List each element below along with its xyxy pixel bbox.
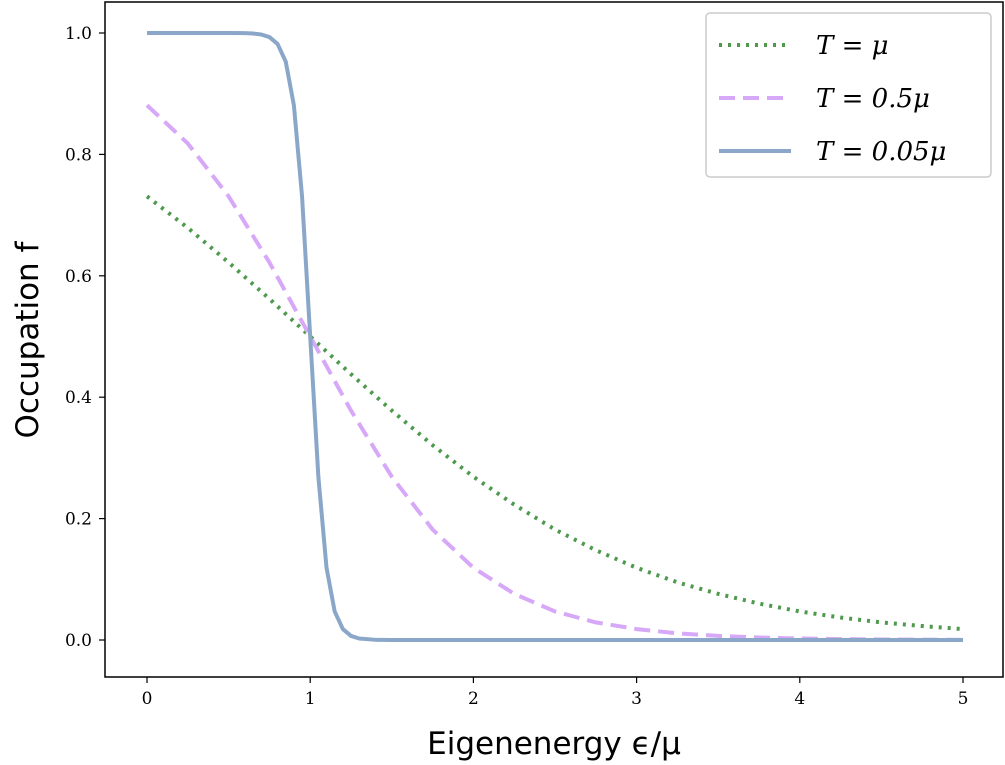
y-tick-label: 0.6 [65,267,92,287]
legend-label-2: T = 0.05μ [816,137,946,167]
legend-label-0: T = μ [816,31,889,61]
series-line-1 [145,103,964,642]
y-tick-label: 0.0 [65,631,92,651]
legend-label-1: T = 0.5μ [816,84,930,114]
legend: T = μ T = 0.5μ T = 0.05μ [705,12,992,178]
x-tick-label: 3 [631,689,642,709]
plot-frame [104,1,1004,678]
y-tick-label: 1.0 [65,24,92,44]
plot-area [145,31,964,642]
x-tick-label: 2 [468,689,479,709]
x-axis-label: Eigenenergy ϵ/μ [427,726,681,762]
x-tick-label: 1 [305,689,316,709]
x-tick-label: 5 [958,689,969,709]
y-tick-label: 0.4 [65,388,92,408]
x-tick-label: 4 [794,689,805,709]
x-tick-label: 0 [142,689,153,709]
axes-ticks: 0 1 2 3 4 5 0.0 0.2 0.4 0.6 0.8 1.0 [65,24,968,709]
y-tick-label: 0.8 [65,145,92,165]
y-tick-label: 0.2 [65,510,92,530]
series-line-2 [147,31,963,642]
y-axis-label: Occupation f [10,240,46,438]
legend-box [705,12,992,178]
